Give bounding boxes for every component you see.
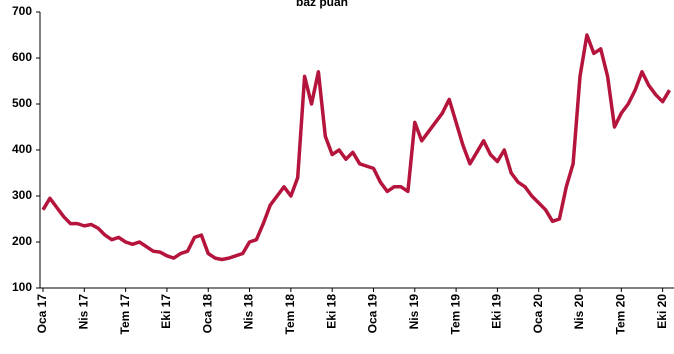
x-tick-label: Oca 19 [366,294,380,334]
data-line [41,33,672,262]
x-tick-label: Eki 18 [324,294,338,329]
y-tick-label: 700 [12,4,32,18]
y-tick-label: 200 [12,234,32,248]
x-tick-label: Eki 19 [490,294,504,329]
x-tick-label: Tem 20 [614,294,628,335]
x-tick-label: Nis 20 [572,294,586,330]
chart-title: baz puan [296,0,348,9]
y-tick-label: 600 [12,50,32,64]
x-tick-label: Tem 19 [448,294,462,335]
x-tick-label: Nis 19 [407,294,421,330]
y-tick-label: 100 [12,280,32,294]
x-tick-label: Nis 17 [76,294,90,330]
x-tick-label: Tem 17 [118,294,132,335]
x-tick-label: Eki 17 [159,294,173,329]
y-tick-label: 500 [12,96,32,110]
x-tick-label: Oca 20 [531,294,545,334]
x-tick-label: Tem 18 [283,294,297,335]
y-tick-label: 400 [12,142,32,156]
x-tick-label: Nis 18 [242,294,256,330]
x-tick-label: Oca 17 [35,294,49,334]
y-tick-label: 300 [12,188,32,202]
x-tick-label: Oca 18 [200,294,214,334]
x-tick-label: Eki 20 [655,294,669,329]
